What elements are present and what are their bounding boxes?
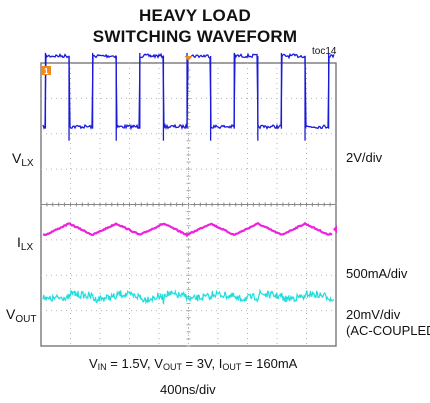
scope-traces	[42, 52, 335, 305]
vout-label: VOUT	[6, 306, 37, 325]
timebase-caption: 400ns/div	[160, 382, 216, 397]
ilx-scale: 500mA/div	[346, 266, 408, 281]
scope-markers: 1	[42, 56, 337, 234]
vout-coupling: (AC-COUPLED)	[346, 323, 430, 338]
chart-title-line2: SWITCHING WAVEFORM	[92, 27, 298, 46]
vlx-scale: 2V/div	[346, 150, 383, 165]
ilx-label: ILX	[17, 234, 34, 253]
channel-marker-glyph: 1	[44, 67, 49, 76]
figure-id: toc14	[312, 46, 337, 57]
channel-marker-icon	[42, 66, 51, 75]
conditions-caption: VIN = 1.5V, VOUT = 3V, IOUT = 160mA	[89, 356, 298, 372]
vlx-label: VLX	[12, 150, 34, 169]
trigger-position-icon	[184, 56, 193, 61]
ilx-trace	[42, 221, 333, 238]
chart-title-line1: HEAVY LOAD	[139, 6, 251, 25]
vout-scale: 20mV/div	[346, 307, 401, 322]
vout-trace	[42, 288, 335, 305]
scope-grid	[40, 62, 337, 347]
trigger-level-icon	[333, 225, 337, 234]
